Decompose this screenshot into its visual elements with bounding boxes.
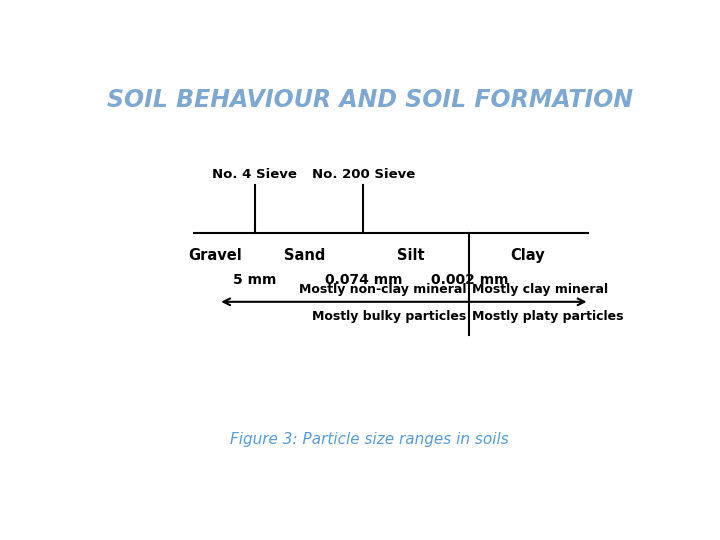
Text: 0.002 mm: 0.002 mm bbox=[431, 273, 508, 287]
Text: Silt: Silt bbox=[397, 248, 425, 263]
Text: Mostly non-clay mineral: Mostly non-clay mineral bbox=[299, 283, 467, 296]
Text: Mostly bulky particles: Mostly bulky particles bbox=[312, 310, 467, 323]
Text: 5 mm: 5 mm bbox=[233, 273, 276, 287]
Text: Figure 3: Particle size ranges in soils: Figure 3: Particle size ranges in soils bbox=[230, 431, 508, 447]
Text: No. 4 Sieve: No. 4 Sieve bbox=[212, 168, 297, 181]
Text: 0.074 mm: 0.074 mm bbox=[325, 273, 402, 287]
Text: Clay: Clay bbox=[510, 248, 545, 263]
Text: Mostly platy particles: Mostly platy particles bbox=[472, 310, 624, 323]
Text: Gravel: Gravel bbox=[189, 248, 243, 263]
Text: No. 200 Sieve: No. 200 Sieve bbox=[312, 168, 415, 181]
Text: Mostly clay mineral: Mostly clay mineral bbox=[472, 283, 608, 296]
Text: SOIL BEHAVIOUR AND SOIL FORMATION: SOIL BEHAVIOUR AND SOIL FORMATION bbox=[107, 87, 633, 112]
Text: Sand: Sand bbox=[284, 248, 325, 263]
